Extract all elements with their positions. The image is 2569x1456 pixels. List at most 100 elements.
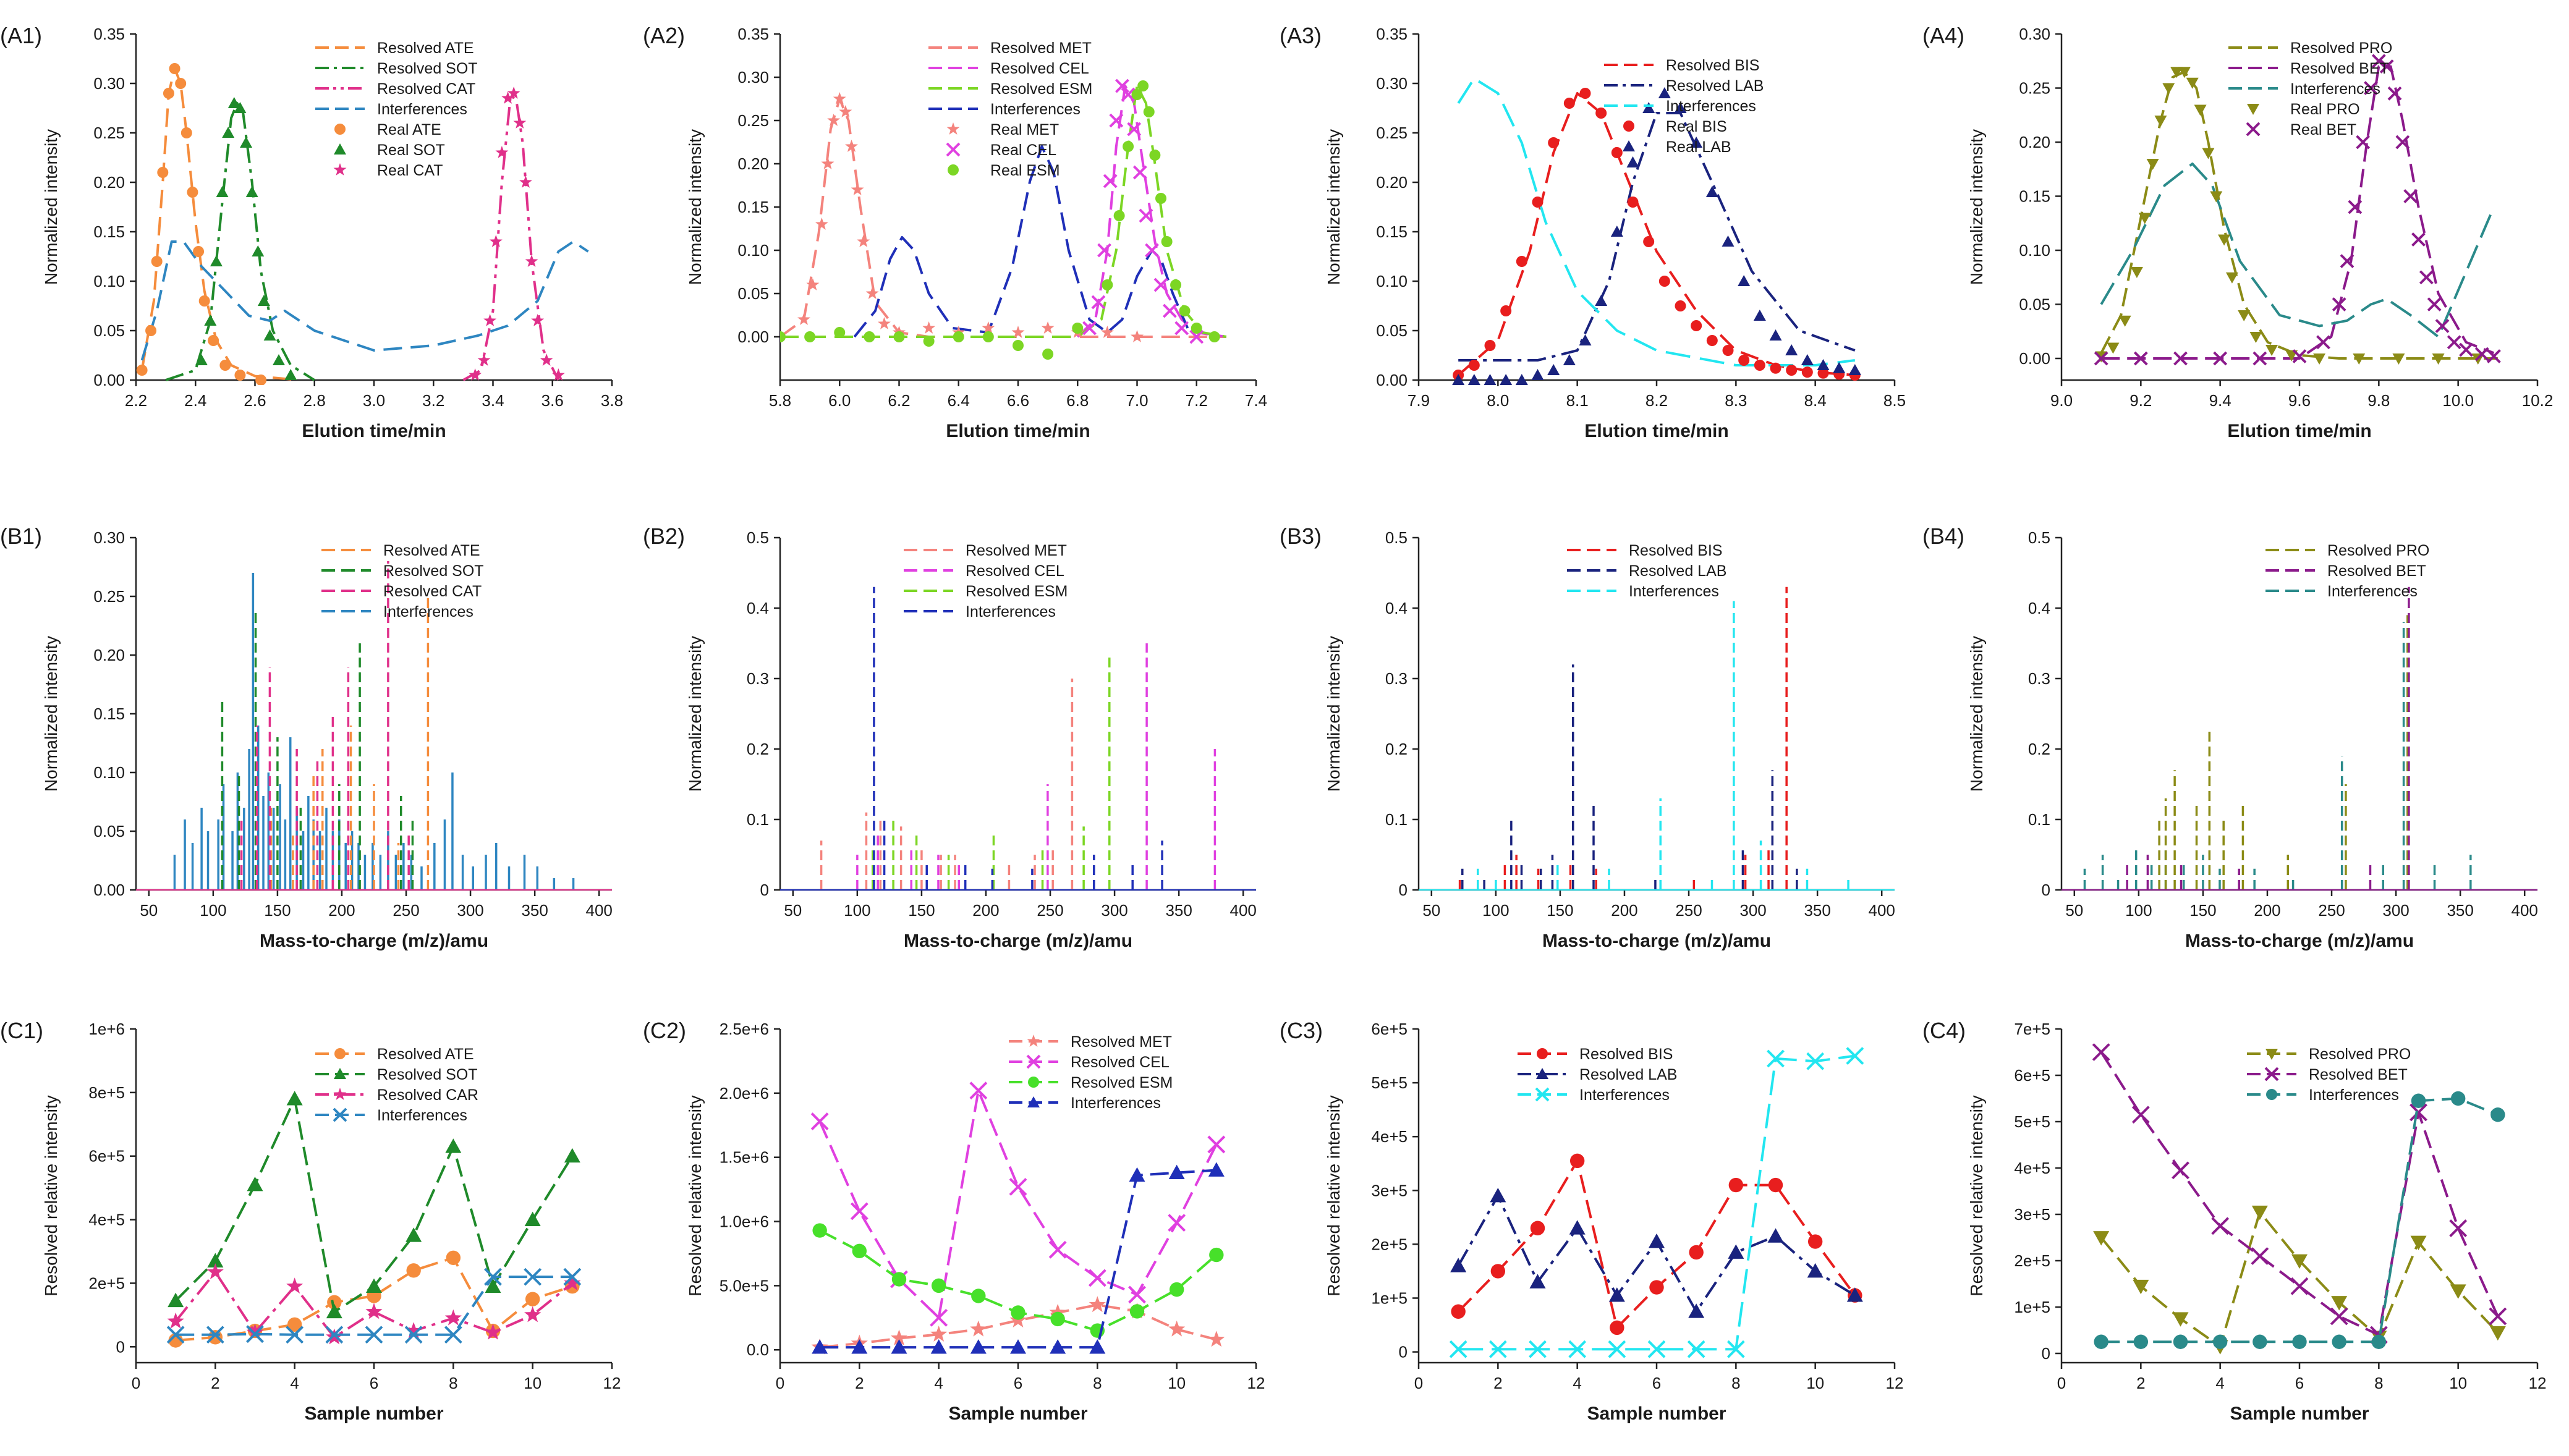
series-resolved-pro	[2062, 615, 2537, 891]
legend-item: Interferences	[2228, 80, 2380, 98]
data-point	[2313, 353, 2326, 365]
data-point	[1569, 1153, 1585, 1169]
data-point	[1131, 330, 1144, 342]
x-tick-label: 6	[1652, 1374, 1661, 1392]
legend: Resolved PRO Resolved BET Interferences Rea…	[2228, 40, 2392, 138]
data-point	[1516, 256, 1527, 267]
legend: Resolved ATE Resolved SOT Resolved CAT Inte…	[315, 40, 478, 179]
legend-item: Interferences	[1518, 1086, 1670, 1104]
data-point	[2292, 349, 2307, 363]
data-point	[2092, 1043, 2110, 1061]
data-point	[1009, 1178, 1027, 1196]
data-point	[195, 354, 208, 365]
x-tick-label: 10.2	[2522, 391, 2554, 410]
y-tick-label: 2e+5	[1371, 1235, 1408, 1253]
data-point	[2238, 310, 2251, 321]
x-tick-label: 7.4	[1245, 391, 1267, 410]
data-point	[851, 183, 864, 195]
legend-item: Real BIS	[1623, 118, 1727, 135]
series-resolved-esm-markers	[812, 1223, 1224, 1338]
data-point	[1153, 277, 1168, 292]
data-point	[2173, 351, 2188, 366]
legend-label: Resolved MET	[966, 542, 1067, 559]
x-tick-label: 4	[2215, 1374, 2224, 1392]
data-point	[851, 1339, 868, 1354]
data-point	[821, 157, 834, 169]
data-point	[1728, 1177, 1744, 1193]
data-point	[1168, 1320, 1186, 1337]
data-point	[2172, 1312, 2189, 1327]
chart-panel-c1: (C1) 0 2 4 6 8 10 12 0 2e+5 4e+5 6e+5 8e+5 1e+6 Sample…	[0, 1018, 621, 1424]
data-point	[923, 336, 935, 347]
series-resolved-cel-markers	[810, 1081, 1226, 1327]
data-point	[1011, 326, 1025, 338]
data-point	[1208, 331, 1220, 342]
data-point	[1450, 1258, 1467, 1272]
data-point	[815, 218, 828, 230]
y-tick-label: 0.05	[93, 822, 125, 840]
y-tick-label: 0.5	[2028, 528, 2050, 547]
data-point	[1515, 374, 1528, 385]
series-resolved-pro-line	[2100, 1211, 2499, 1348]
x-tick-label: 2.4	[184, 391, 206, 410]
data-point	[1608, 1340, 1626, 1358]
data-point	[1579, 334, 1592, 345]
data-point	[1674, 102, 1687, 113]
x-tick-label: 8.2	[1645, 391, 1668, 410]
data-point	[193, 246, 205, 257]
data-point	[1484, 340, 1496, 351]
data-point	[151, 256, 163, 267]
data-point	[513, 116, 527, 129]
series-real-cat-markers	[469, 87, 565, 381]
data-point	[2291, 1254, 2308, 1269]
series-resolved-met	[780, 679, 1256, 891]
x-tick-label: 3.6	[541, 391, 564, 410]
data-point	[1168, 1164, 1185, 1180]
data-point	[1128, 1285, 1146, 1304]
y-tick-label: 1e+5	[2014, 1298, 2050, 1316]
data-point	[1488, 1340, 1507, 1358]
x-tick-label: 8	[1731, 1374, 1740, 1392]
legend-marker	[2264, 1067, 2279, 1081]
data-point	[1115, 78, 1129, 93]
y-tick-label: 0.25	[2019, 79, 2050, 98]
legend-item: Resolved BIS	[1567, 542, 1722, 559]
legend-label: Real CAT	[377, 162, 443, 179]
data-point	[922, 321, 936, 334]
legend-label: Resolved PRO	[2327, 542, 2429, 559]
x-tick-label: 3.0	[363, 391, 385, 410]
legend-label: Resolved CEL	[1071, 1054, 1170, 1071]
x-tick-label: 0	[132, 1374, 140, 1392]
legend-label: Interferences	[2290, 80, 2380, 98]
x-tick-label: 350	[521, 901, 548, 920]
data-point	[1726, 1340, 1745, 1358]
x-axis-label: Mass-to-charge (m/z)/amu	[1542, 931, 1771, 951]
data-point	[2162, 83, 2175, 95]
data-point	[365, 1303, 383, 1319]
data-point	[1467, 374, 1480, 385]
plot-area	[2092, 1043, 2507, 1355]
data-point	[564, 1148, 580, 1163]
x-tick-label: 4	[290, 1374, 299, 1392]
series-interferences-line	[1458, 1054, 1856, 1351]
x-tick-label: 0	[2057, 1374, 2066, 1392]
legend-item: Resolved BET	[2228, 60, 2389, 77]
legend-label: Real BET	[2290, 121, 2356, 138]
y-tick-label: 0.15	[93, 705, 125, 723]
data-point	[1689, 1245, 1704, 1260]
x-tick-label: 350	[1165, 901, 1192, 920]
data-point	[145, 325, 157, 336]
legend-marker	[1623, 140, 1635, 151]
x-tick-label: 2	[1493, 1374, 1502, 1392]
legend-label: Resolved LAB	[1629, 562, 1726, 580]
y-axis-label: Normalized intensity	[1324, 636, 1343, 792]
data-point	[812, 1339, 828, 1354]
legend-item: Resolved BET	[2247, 1066, 2408, 1083]
x-axis-label: Elution time/min	[946, 421, 1090, 441]
data-point	[531, 314, 545, 326]
legend-label: Resolved CAT	[377, 80, 475, 98]
data-point	[2202, 148, 2215, 159]
series-resolved-bet	[2062, 586, 2537, 891]
legend-item: Interferences	[1009, 1094, 1161, 1112]
legend-marker	[334, 1068, 346, 1079]
